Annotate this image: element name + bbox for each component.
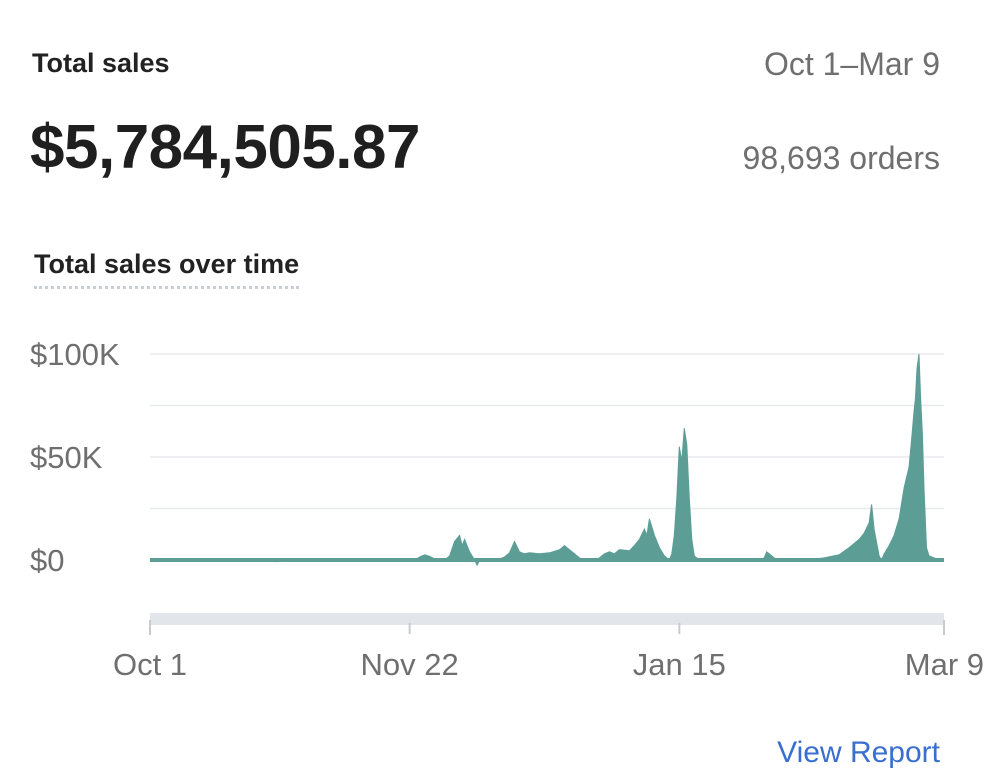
y-tick-label: $100K [30,337,120,372]
x-axis-labels: Oct 1 Nov 22 Jan 15 Mar 9 [113,623,984,682]
scrollbar-track [150,613,944,625]
x-tick-label: Nov 22 [361,647,459,682]
x-tick-label: Mar 9 [905,647,984,682]
total-sales-label: Total sales [32,48,170,78]
order-count: 98,693 orders [742,140,940,176]
sales-area [150,353,944,567]
date-range[interactable]: Oct 1–Mar 9 [763,46,940,82]
x-tick-label: Jan 15 [633,647,726,682]
grid-layer [150,353,944,561]
y-tick-label: $50K [30,440,103,475]
sales-chart-svg: $100K $50K $0 Oct 1 Nov 22 Jan 15 Mar 9 [30,337,984,682]
y-tick-label: $0 [30,543,64,578]
sales-chart: $100K $50K $0 Oct 1 Nov 22 Jan 15 Mar 9 [0,330,988,710]
view-report-link[interactable]: View Report [777,736,940,769]
y-axis-labels: $100K $50K $0 [30,337,120,578]
series-layer [150,353,944,567]
x-tick-label: Oct 1 [113,647,187,682]
total-sales-value: $5,784,505.87 [30,113,421,182]
chart-scrollbar[interactable] [149,613,945,635]
chart-title[interactable]: Total sales over time [34,249,300,289]
